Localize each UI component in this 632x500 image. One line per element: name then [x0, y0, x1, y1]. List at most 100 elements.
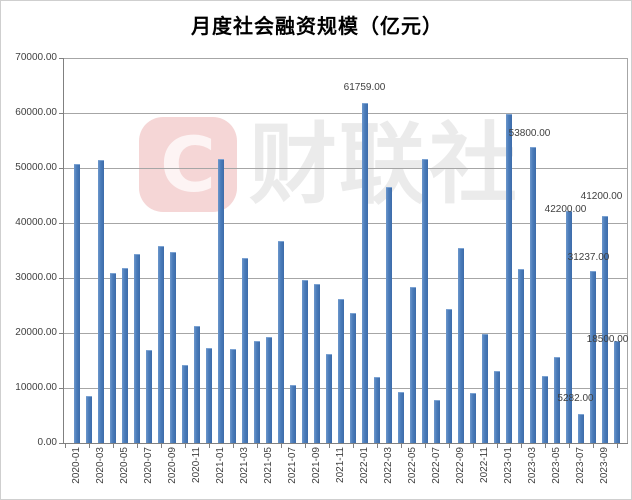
x-tick-label: 2021-01 [214, 447, 226, 484]
bar-2020-07 [145, 350, 152, 443]
plot-right-border [627, 58, 628, 443]
gridline [63, 58, 627, 59]
x-tick-label: 2022-09 [454, 447, 466, 484]
bar-2023-07 [577, 413, 584, 443]
x-tick-label: 2021-11 [334, 447, 346, 483]
x-axis-line [63, 443, 628, 444]
x-tick-label: 2020-01 [70, 447, 82, 484]
bar-2021-11 [337, 299, 344, 443]
bar-2023-10 [613, 341, 620, 444]
x-axis-tick [352, 444, 354, 448]
bar-2021-07 [289, 384, 296, 443]
bar-2020-04 [109, 273, 116, 443]
bar-2023-06 [565, 210, 572, 443]
bar-2020-05 [121, 267, 128, 443]
x-axis-tick [472, 444, 474, 448]
x-axis-tick [232, 444, 234, 448]
bar-2022-11 [481, 333, 488, 443]
x-tick-label: 2023-07 [574, 447, 586, 484]
x-axis-tick [424, 444, 426, 448]
bar-2022-05 [409, 286, 416, 443]
x-axis-tick [88, 444, 90, 448]
x-tick-label: 2020-09 [166, 447, 178, 484]
x-tick-label: 2023-05 [550, 447, 562, 484]
data-label: 53800.00 [508, 128, 551, 140]
gridline [63, 388, 627, 389]
x-axis-tick [520, 444, 522, 448]
y-axis-tick [59, 168, 63, 169]
y-axis-tick [59, 113, 63, 114]
x-axis-tick [256, 444, 258, 448]
chart-title: 月度社会融资规模（亿元） [191, 16, 443, 38]
y-axis-tick [59, 223, 63, 224]
x-axis-tick [280, 444, 282, 448]
bar-2022-08 [445, 309, 452, 443]
bar-2022-09 [457, 248, 464, 443]
x-axis-tick [448, 444, 450, 448]
data-label: 42200.00 [544, 203, 587, 215]
bar-2021-12 [349, 312, 356, 443]
bar-2023-02 [517, 269, 524, 443]
y-tick-label: 10000.00 [15, 382, 57, 393]
bar-2020-12 [205, 348, 212, 443]
bar-2022-04 [397, 391, 404, 443]
data-label: 5282.00 [557, 392, 594, 404]
bar-2021-04 [253, 341, 260, 444]
bar-2022-06 [421, 158, 428, 443]
bar-2020-08 [157, 246, 164, 443]
x-tick-label: 2020-05 [118, 447, 130, 484]
bar-2021-03 [241, 257, 248, 443]
bar-2020-11 [193, 325, 200, 443]
y-tick-label: 0.00 [37, 437, 57, 448]
bar-2021-09 [313, 283, 320, 443]
x-tick-label: 2022-11 [478, 447, 490, 483]
bar-2022-12 [493, 370, 500, 443]
x-tick-label: 2020-07 [142, 447, 154, 484]
y-axis-line [63, 58, 64, 443]
bar-2021-05 [265, 337, 272, 443]
x-tick-label: 2022-01 [358, 447, 370, 484]
bar-2022-01 [361, 103, 368, 443]
x-axis-tick [616, 444, 618, 448]
bar-2020-03 [97, 159, 104, 444]
x-axis-tick [64, 444, 66, 448]
x-tick-label: 2022-03 [382, 447, 394, 484]
x-axis-tick [544, 444, 546, 448]
y-tick-label: 70000.00 [15, 52, 57, 63]
bar-2023-09 [601, 216, 608, 443]
y-axis-tick [59, 278, 63, 279]
data-label: 18500.00 [586, 334, 629, 346]
bar-2022-10 [469, 393, 476, 443]
bar-2020-10 [181, 364, 188, 443]
bar-2020-02 [85, 396, 92, 443]
data-label: 31237.00 [567, 252, 610, 264]
bar-2022-03 [385, 187, 392, 443]
bar-2020-01 [73, 164, 80, 443]
x-tick-label: 2021-05 [262, 447, 274, 484]
gridline [63, 113, 627, 114]
bar-2023-05 [553, 357, 560, 443]
y-axis-tick [59, 333, 63, 334]
bar-2021-02 [229, 348, 236, 443]
x-tick-label: 2021-07 [286, 447, 298, 484]
logo-letter: C [160, 119, 216, 209]
bar-2021-01 [217, 158, 224, 443]
y-tick-label: 30000.00 [15, 272, 57, 283]
y-axis-tick [59, 388, 63, 389]
gridline [63, 333, 627, 334]
bar-2023-03 [529, 147, 536, 443]
bar-2020-06 [133, 254, 140, 443]
y-tick-label: 60000.00 [15, 107, 57, 118]
data-label: 41200.00 [580, 191, 623, 203]
x-tick-label: 2021-03 [238, 447, 250, 484]
bar-2023-01 [505, 113, 512, 443]
gridline [63, 168, 627, 169]
x-axis-tick [184, 444, 186, 448]
x-tick-label: 2022-07 [430, 447, 442, 484]
x-axis-tick [568, 444, 570, 448]
y-axis-tick [59, 58, 63, 59]
x-tick-label: 2021-09 [310, 447, 322, 484]
x-axis-tick [112, 444, 114, 448]
bar-2020-09 [169, 251, 176, 443]
